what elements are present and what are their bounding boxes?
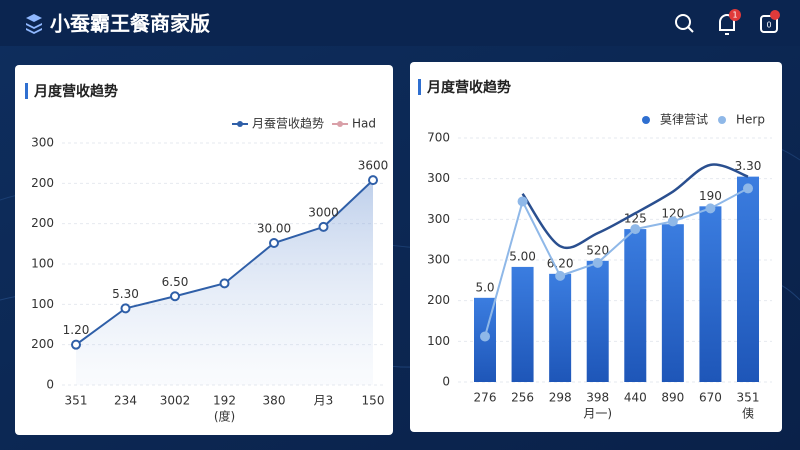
- point: [318, 221, 329, 232]
- legend-marker: [718, 116, 727, 124]
- legend-marker: [642, 116, 650, 124]
- point: [743, 183, 753, 194]
- y-tick-label: 300: [31, 136, 54, 150]
- point: [592, 257, 603, 268]
- y-tick-label: 200: [427, 293, 450, 307]
- y-tick-label: 300: [427, 212, 450, 226]
- point: [480, 331, 490, 342]
- data-label: 5.0: [475, 280, 494, 294]
- point: [517, 196, 528, 207]
- data-label: 5.00: [509, 249, 536, 263]
- data-label: 3600: [358, 159, 389, 173]
- data-label: 1.20: [63, 323, 90, 337]
- x-tick-label: 351: [65, 394, 88, 408]
- point: [71, 339, 81, 350]
- data-label: 120: [661, 207, 684, 221]
- y-tick-label: 200: [31, 176, 54, 190]
- notification-count: 1: [732, 11, 737, 20]
- card: [410, 62, 782, 432]
- bar: [549, 273, 572, 382]
- title-accent: [25, 83, 28, 99]
- point: [368, 175, 378, 186]
- point: [555, 270, 566, 281]
- search-icon[interactable]: [675, 14, 694, 33]
- data-label: 190: [699, 189, 722, 203]
- data-label: 6.50: [162, 275, 189, 289]
- bell-icon[interactable]: [719, 14, 735, 35]
- y-tick-label: 200: [31, 216, 54, 230]
- point: [667, 216, 678, 227]
- x-tick-label: 380: [263, 394, 286, 408]
- y-tick-label: 0: [46, 378, 54, 392]
- x-tick-label: 150: [362, 394, 385, 408]
- x-tick-label: 298: [549, 391, 572, 405]
- y-tick-label: 100: [31, 257, 54, 271]
- title-accent: [418, 79, 421, 95]
- x-tick-label: 351: [737, 391, 760, 405]
- bar: [511, 266, 534, 382]
- x-tick-label: 890: [661, 391, 684, 405]
- bar: [737, 176, 759, 382]
- y-tick-label: 100: [31, 297, 54, 311]
- x-tick-label: 3002: [160, 394, 191, 408]
- bar: [661, 224, 684, 382]
- x-tick-label: 234: [114, 394, 137, 408]
- badge-text: 0: [766, 21, 771, 30]
- bar: [586, 260, 609, 382]
- y-tick-label: 200: [31, 337, 54, 351]
- x-axis-note: (度): [214, 409, 235, 424]
- chart-title: 月度营收趋势: [426, 79, 511, 96]
- x-axis-note: 月一): [583, 407, 612, 421]
- x-tick-label: 192: [213, 394, 236, 408]
- x-tick-label: 398: [586, 391, 609, 405]
- x-tick-label: 256: [511, 391, 534, 405]
- point: [705, 203, 716, 214]
- legend-marker: [337, 121, 344, 127]
- app-title: 小蚕霸王餐商家版: [50, 12, 210, 36]
- line: [484, 187, 749, 337]
- point: [219, 278, 230, 289]
- y-tick-label: 0: [442, 375, 450, 389]
- y-tick-label: 300: [427, 253, 450, 267]
- x-tick-label: 440: [624, 391, 647, 405]
- line: [521, 163, 749, 249]
- bar: [699, 206, 722, 382]
- notification-badge: [729, 9, 741, 21]
- x-tick-label: 月3: [314, 394, 334, 408]
- x-tick-label: 276: [474, 391, 497, 405]
- data-label: 6.20: [547, 256, 574, 270]
- x-axis-note: 侇: [742, 407, 754, 421]
- point: [269, 238, 279, 249]
- data-label: 30.00: [257, 222, 291, 236]
- legend-label: 莫律营试: [660, 112, 708, 127]
- header-bar: [0, 0, 800, 46]
- area: [76, 180, 373, 385]
- logo-icon: [26, 14, 42, 34]
- y-tick-label: 100: [427, 334, 450, 348]
- data-label: 520: [586, 243, 609, 257]
- legend-label: Herp: [736, 113, 765, 127]
- point: [630, 224, 641, 235]
- x-tick-label: 670: [699, 391, 722, 405]
- legend-label: 月蚕营收趋势: [252, 117, 324, 131]
- data-label: 5.30: [112, 287, 139, 301]
- badge-dot: [770, 10, 780, 20]
- data-label: 3000: [308, 205, 339, 219]
- y-tick-label: 700: [427, 131, 450, 145]
- point: [170, 291, 180, 302]
- point: [120, 303, 131, 314]
- y-tick-label: 300: [427, 171, 450, 185]
- bar: [624, 229, 647, 382]
- legend-marker: [237, 121, 243, 127]
- data-label: 3.30: [735, 159, 762, 173]
- box-icon[interactable]: [760, 15, 778, 33]
- legend-label: Had: [352, 117, 376, 131]
- chart-title: 月度营收趋势: [33, 83, 118, 100]
